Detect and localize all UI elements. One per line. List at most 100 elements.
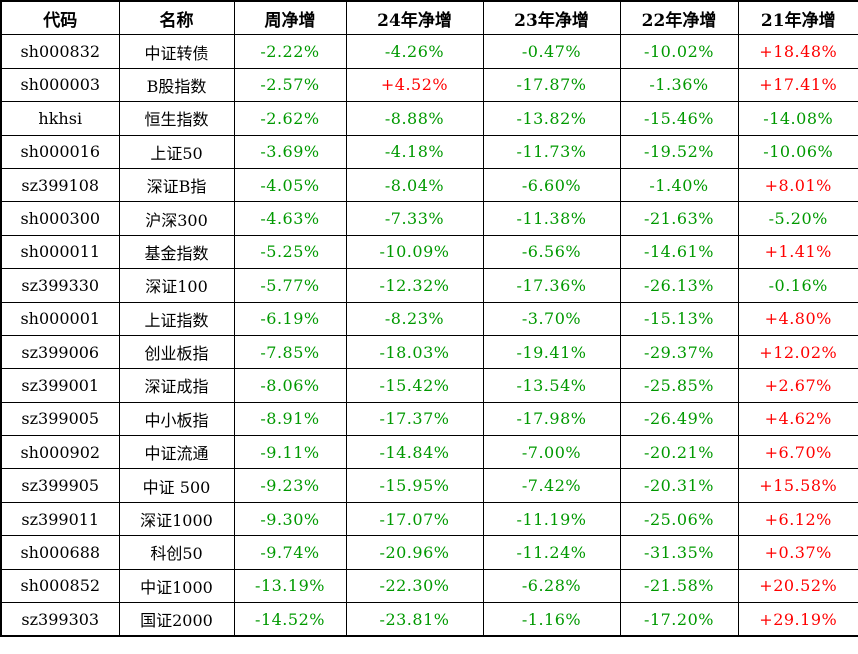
index-code-cell: sh000688: [0, 535, 120, 570]
net-change-cell: -9.30%: [233, 501, 347, 537]
net-change-cell: -17.07%: [345, 501, 484, 537]
net-change-cell: -10.09%: [345, 234, 484, 270]
net-change-cell: -10.02%: [619, 34, 739, 69]
table-row: sh000300 沪深300 -4.63% -7.33% -11.38% -21.63% -…: [0, 201, 858, 236]
net-change-cell: -17.98%: [482, 401, 621, 437]
net-change-cell: -15.13%: [619, 301, 739, 336]
net-change-cell: -9.23%: [233, 468, 347, 503]
net-change-cell: -2.62%: [233, 101, 347, 136]
index-name-cell: 恒生指数: [118, 101, 235, 136]
table-row: sh000011 基金指数 -5.25% -10.09% -6.56% -14.61% +1…: [0, 234, 858, 270]
table-row: sz399330 深证100 -5.77% -12.32% -17.36% -26.13%…: [0, 268, 858, 303]
net-change-cell: -19.41%: [482, 334, 621, 370]
column-header: 24年净增: [345, 0, 484, 36]
index-code-cell: sz399303: [0, 602, 120, 637]
index-name-cell: 中证流通: [118, 435, 235, 470]
table-row: sz399011 深证1000 -9.30% -17.07% -11.19% -25.06…: [0, 501, 858, 537]
table-row: sz399005 中小板指 -8.91% -17.37% -17.98% -26.49% +…: [0, 401, 858, 437]
index-name-cell: 深证100: [118, 268, 235, 303]
net-change-cell: +2.67%: [737, 368, 858, 403]
table-row: sh000001 上证指数 -6.19% -8.23% -3.70% -15.13% +4.…: [0, 301, 858, 336]
net-change-cell: +1.41%: [737, 234, 858, 270]
net-change-cell: -17.20%: [619, 602, 739, 637]
net-change-cell: -7.33%: [345, 201, 484, 236]
net-change-cell: -15.42%: [345, 368, 484, 403]
column-header: 21年净增: [737, 0, 858, 36]
net-change-cell: +0.37%: [737, 535, 858, 570]
net-change-cell: -1.40%: [619, 167, 739, 203]
net-change-cell: -20.21%: [619, 435, 739, 470]
net-change-cell: -6.19%: [233, 301, 347, 336]
net-change-cell: -6.28%: [482, 568, 621, 604]
column-header: 23年净增: [482, 0, 621, 36]
table-row: sz399006 创业板指 -7.85% -18.03% -19.41% -29.37% +…: [0, 334, 858, 370]
net-change-cell: -15.46%: [619, 101, 739, 136]
index-code-cell: sh000016: [0, 134, 120, 169]
net-change-cell: -25.85%: [619, 368, 739, 403]
net-change-cell: -21.63%: [619, 201, 739, 236]
index-name-cell: 中证 500: [118, 468, 235, 503]
net-change-cell: -4.18%: [345, 134, 484, 169]
net-change-cell: -13.82%: [482, 101, 621, 136]
table-row: sh000016 上证50 -3.69% -4.18% -11.73% -19.52% -1…: [0, 134, 858, 169]
net-change-cell: -4.26%: [345, 34, 484, 69]
net-change-cell: -2.57%: [233, 67, 347, 103]
net-change-cell: +15.58%: [737, 468, 858, 503]
index-name-cell: 中小板指: [118, 401, 235, 437]
net-change-cell: -0.16%: [737, 268, 858, 303]
net-change-cell: -3.70%: [482, 301, 621, 336]
column-header: 代码: [0, 0, 120, 36]
net-change-cell: -6.60%: [482, 167, 621, 203]
net-change-cell: -7.85%: [233, 334, 347, 370]
table-row: sz399303 国证2000 -14.52% -23.81% -1.16% -17.20…: [0, 602, 858, 637]
table-row: hkhsi 恒生指数 -2.62% -8.88% -13.82% -15.46% -14.0…: [0, 101, 858, 136]
index-name-cell: 国证2000: [118, 602, 235, 637]
net-change-cell: -13.19%: [233, 568, 347, 604]
net-change-cell: -5.25%: [233, 234, 347, 270]
net-change-cell: -11.73%: [482, 134, 621, 169]
net-change-cell: +4.80%: [737, 301, 858, 336]
net-change-cell: -8.91%: [233, 401, 347, 437]
table-row: sh000852 中证1000 -13.19% -22.30% -6.28% -21.58…: [0, 568, 858, 604]
index-code-cell: sh000011: [0, 234, 120, 270]
index-name-cell: B股指数: [118, 67, 235, 103]
index-code-cell: sh000300: [0, 201, 120, 236]
net-change-cell: -9.11%: [233, 435, 347, 470]
table-row: sz399001 深证成指 -8.06% -15.42% -13.54% -25.85% +…: [0, 368, 858, 403]
column-header: 22年净增: [619, 0, 739, 36]
index-name-cell: 基金指数: [118, 234, 235, 270]
net-change-cell: +4.62%: [737, 401, 858, 437]
table-row: sh000688 科创50 -9.74% -20.96% -11.24% -31.35% +…: [0, 535, 858, 570]
net-change-cell: -14.84%: [345, 435, 484, 470]
net-change-cell: -14.52%: [233, 602, 347, 637]
index-code-cell: sz399001: [0, 368, 120, 403]
net-change-cell: -1.36%: [619, 67, 739, 103]
table-row: sh000832 中证转债 -2.22% -4.26% -0.47% -10.02% +18…: [0, 34, 858, 69]
net-change-cell: -8.06%: [233, 368, 347, 403]
net-change-cell: +12.02%: [737, 334, 858, 370]
net-change-cell: -26.13%: [619, 268, 739, 303]
net-change-cell: -5.20%: [737, 201, 858, 236]
index-code-cell: sh000003: [0, 67, 120, 103]
net-change-cell: -17.37%: [345, 401, 484, 437]
index-name-cell: 深证1000: [118, 501, 235, 537]
net-change-cell: -15.95%: [345, 468, 484, 503]
index-code-cell: sz399905: [0, 468, 120, 503]
net-change-cell: -14.08%: [737, 101, 858, 136]
net-change-cell: +29.19%: [737, 602, 858, 637]
index-code-cell: sz399330: [0, 268, 120, 303]
net-change-cell: -11.24%: [482, 535, 621, 570]
index-name-cell: 深证成指: [118, 368, 235, 403]
index-code-cell: sh000852: [0, 568, 120, 604]
net-change-cell: +17.41%: [737, 67, 858, 103]
index-code-cell: sh000001: [0, 301, 120, 336]
net-change-cell: -9.74%: [233, 535, 347, 570]
index-name-cell: 科创50: [118, 535, 235, 570]
net-change-cell: -20.96%: [345, 535, 484, 570]
net-change-cell: +6.12%: [737, 501, 858, 537]
index-name-cell: 中证1000: [118, 568, 235, 604]
net-change-cell: -4.63%: [233, 201, 347, 236]
net-change-cell: -18.03%: [345, 334, 484, 370]
net-change-cell: -11.19%: [482, 501, 621, 537]
net-change-cell: -12.32%: [345, 268, 484, 303]
